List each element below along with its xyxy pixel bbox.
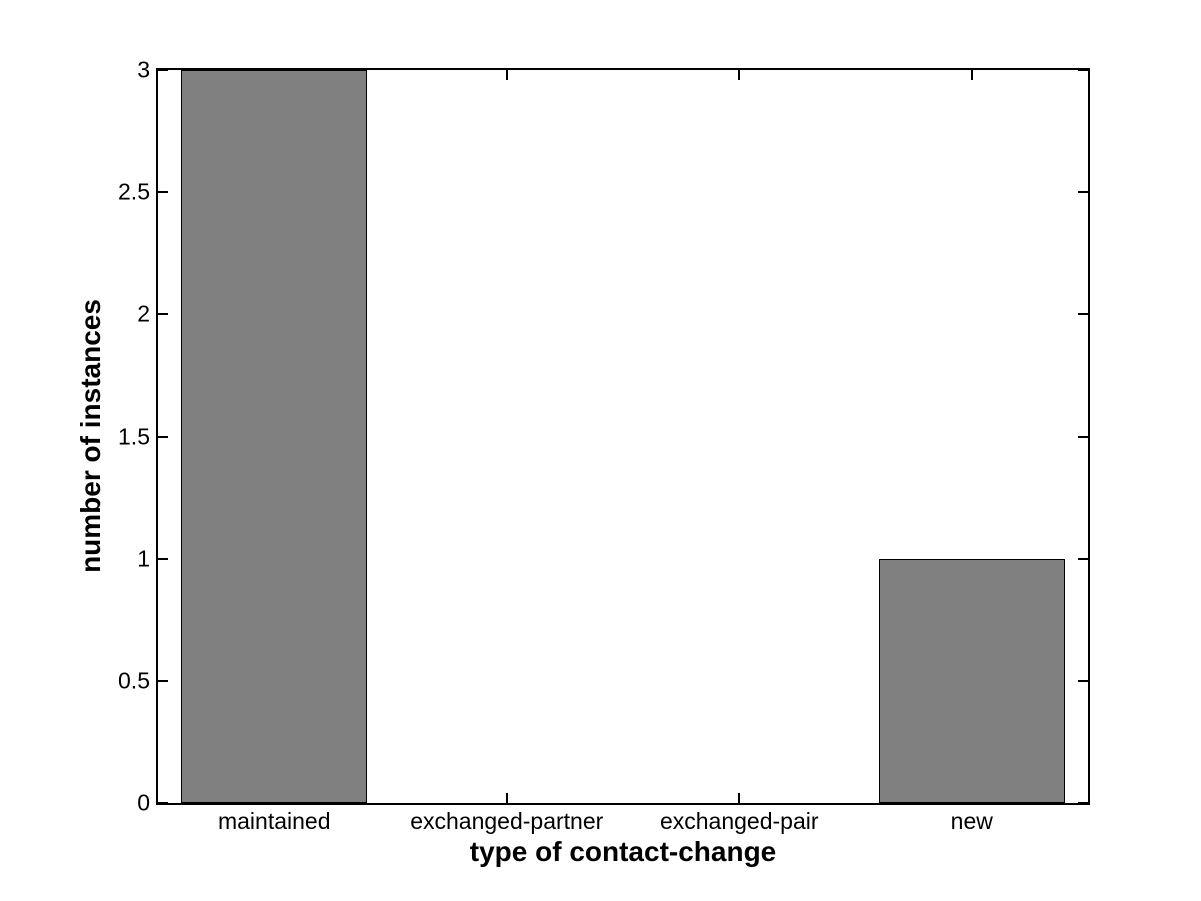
y-tick-label: 0.5	[118, 667, 150, 694]
y-axis-tick-right	[1078, 435, 1088, 438]
y-tick-label: 3	[137, 56, 150, 83]
x-tick-label: exchanged-partner	[410, 808, 604, 834]
y-axis-tick-right	[1078, 313, 1088, 316]
y-axis-tick-right	[1078, 802, 1088, 804]
y-axis-tick-right	[1078, 191, 1088, 194]
y-axis-tick-left	[158, 679, 168, 682]
y-tick-label: 1.5	[118, 423, 150, 449]
y-tick-label: 0	[137, 789, 150, 816]
y-tick-label: 2	[137, 300, 150, 327]
x-tick-label: maintained	[217, 808, 331, 834]
y-axis-tick-right	[1078, 557, 1088, 560]
y-axis-tick-right	[1078, 679, 1088, 682]
y-axis-tick-left	[158, 802, 168, 804]
x-axis-tick-top	[505, 70, 508, 80]
y-tick-label: 1	[137, 545, 150, 572]
x-tick-label: new	[950, 808, 993, 834]
x-axis-label: type of contact-change	[469, 836, 777, 867]
bar-new	[878, 558, 1065, 803]
y-axis-tick-left	[158, 435, 168, 438]
y-axis-tick-right	[1078, 69, 1088, 71]
x-axis-tick-bottom	[505, 793, 508, 803]
x-tick-label: exchanged-pair	[659, 808, 819, 834]
bar-maintained	[181, 70, 368, 803]
y-axis-tick-left	[158, 557, 168, 560]
y-axis-tick-left	[158, 69, 168, 71]
y-axis-tick-left	[158, 191, 168, 194]
x-axis-tick-top	[970, 70, 973, 80]
y-axis-label: number of instances	[75, 299, 106, 573]
y-axis-tick-left	[158, 313, 168, 316]
y-tick-label: 2.5	[118, 178, 150, 205]
plot-area	[156, 68, 1090, 805]
x-axis-tick-top	[738, 70, 741, 80]
x-axis-tick-bottom	[738, 793, 741, 803]
